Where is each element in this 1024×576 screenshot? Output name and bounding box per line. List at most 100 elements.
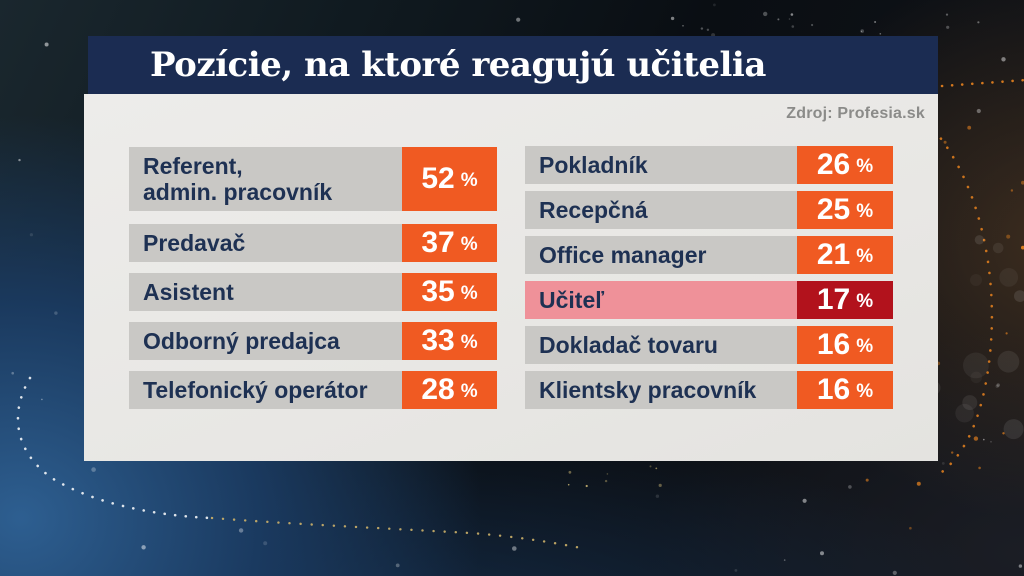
column-left: Referent, admin. pracovník 52 % Predavač… (129, 147, 497, 420)
bar-row: Odborný predajca 33 % (129, 322, 497, 360)
bokeh-dot (238, 528, 244, 533)
bar-row: Asistent 35 % (129, 273, 497, 311)
bokeh-dot (992, 242, 1004, 254)
value-badge: 35 % (402, 273, 497, 311)
bokeh-dot (777, 18, 780, 21)
bokeh-dot (655, 467, 658, 470)
bokeh-dot (970, 274, 982, 286)
position-label: Office manager (525, 236, 797, 274)
bokeh-dot (141, 545, 146, 550)
value-number: 21 (816, 238, 851, 271)
bokeh-dot (783, 559, 786, 561)
bokeh-dot (604, 479, 608, 483)
value-badge: 28 % (402, 371, 497, 409)
value-number: 52 (421, 162, 455, 195)
bokeh-dot (1018, 564, 1023, 568)
bokeh-dot (54, 311, 58, 315)
value-badge: 21 % (797, 236, 893, 274)
bar-row: Recepčná 25 % (525, 191, 893, 229)
value-number: 33 (421, 324, 455, 357)
position-label: Odborný predajca (129, 322, 402, 360)
bar-row: Dokladač tovaru 16 % (525, 326, 893, 364)
column-right: Pokladník 26 % Recepčná 25 % Office mana… (525, 146, 893, 416)
bokeh-dot (945, 13, 949, 16)
value-badge: 25 % (797, 191, 893, 229)
bokeh-dot (91, 467, 96, 472)
bokeh-dot (790, 13, 794, 16)
bar-row: Office manager 21 % (525, 236, 893, 274)
bokeh-dot (955, 403, 974, 423)
bokeh-dot (1003, 419, 1024, 440)
bokeh-dot (811, 23, 814, 27)
bar-row: Predavač 37 % (129, 224, 497, 262)
bokeh-dot (18, 158, 21, 162)
percent-sign: % (856, 291, 874, 312)
bokeh-dot (700, 27, 704, 30)
position-label: Recepčná (525, 191, 797, 229)
percent-sign: % (856, 156, 874, 177)
bokeh-dot (395, 563, 400, 568)
value-badge: 16 % (797, 371, 893, 409)
bokeh-dot (974, 235, 985, 245)
value-number: 37 (421, 226, 455, 259)
bokeh-dot (1014, 290, 1024, 302)
bokeh-dot (978, 466, 981, 470)
value-number: 26 (816, 148, 851, 181)
bokeh-dot (512, 546, 517, 551)
bar-row-highlighted: Učiteľ 17 % (525, 281, 893, 319)
bokeh-dot (995, 384, 999, 388)
position-label: Referent, admin. pracovník (129, 147, 402, 211)
dotted-arc-bottom-gold (210, 516, 588, 551)
bokeh-dot (874, 21, 877, 23)
percent-sign: % (856, 381, 874, 402)
value-number: 16 (816, 373, 851, 406)
bokeh-dot (892, 570, 897, 576)
position-label: Predavač (129, 224, 402, 262)
percent-sign: % (460, 332, 478, 353)
bokeh-dot (682, 25, 684, 27)
value-number: 35 (421, 275, 455, 308)
bokeh-dot (658, 483, 662, 487)
bokeh-dot (997, 350, 1020, 373)
bar-row: Telefonický operátor 28 % (129, 371, 497, 409)
bokeh-dot (996, 383, 1000, 387)
bokeh-dot (791, 25, 795, 28)
source-credit: Zdroj: Profesia.sk (786, 105, 925, 122)
bokeh-dot (1002, 432, 1005, 435)
bokeh-dot (909, 526, 912, 530)
bokeh-dot (1010, 189, 1014, 192)
bokeh-dot (706, 28, 710, 31)
value-badge: 26 % (797, 146, 893, 184)
bokeh-dot (977, 21, 980, 24)
bokeh-dot (963, 352, 989, 379)
bokeh-dot (1005, 332, 1008, 335)
bokeh-dot (941, 462, 945, 465)
bokeh-dot (585, 484, 588, 488)
bokeh-dot (41, 398, 43, 401)
position-label: Klientsky pracovník (525, 371, 797, 409)
bokeh-dot (879, 33, 882, 35)
bokeh-dot (916, 481, 921, 486)
bar-row: Pokladník 26 % (525, 146, 893, 184)
bokeh-dot (1001, 57, 1006, 62)
percent-sign: % (460, 283, 478, 304)
bokeh-dot (967, 125, 972, 130)
position-label: Telefonický operátor (129, 371, 402, 409)
value-badge: 37 % (402, 224, 497, 262)
bokeh-dot (865, 478, 869, 482)
bokeh-dot (606, 473, 609, 475)
bokeh-dot (990, 440, 992, 443)
bokeh-dot (713, 3, 716, 7)
value-number: 25 (816, 193, 851, 226)
bar-row: Klientsky pracovník 16 % (525, 371, 893, 409)
dotted-arc-right (932, 128, 994, 477)
chart-title: Pozície, na ktoré reagujú učitelia (150, 45, 766, 85)
bokeh-dot (29, 233, 33, 237)
bokeh-dot (973, 436, 979, 441)
bokeh-dot (820, 551, 824, 556)
bokeh-dot (860, 29, 864, 33)
percent-sign: % (856, 336, 874, 357)
bokeh-dot (970, 371, 983, 384)
bokeh-dot (802, 498, 807, 503)
